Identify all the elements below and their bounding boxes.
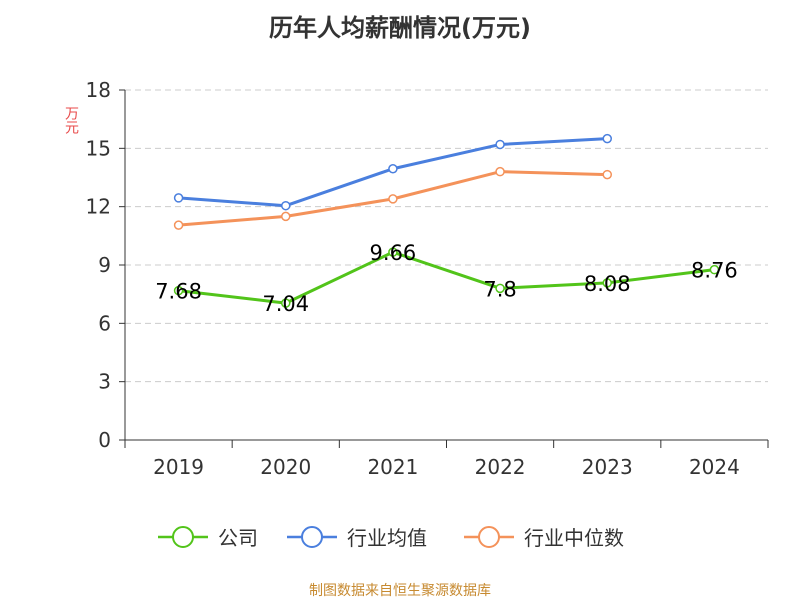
- data-point[interactable]: [281, 298, 291, 308]
- series-lines: [173, 133, 720, 308]
- data-label: 7.68: [155, 280, 202, 304]
- legend-swatch-marker: [172, 526, 194, 548]
- data-labels: 7.68 7.04 9.66 7.8 8.08 8.76: [155, 241, 738, 316]
- data-point[interactable]: [281, 200, 291, 211]
- x-tick-label: 2023: [582, 455, 633, 479]
- data-label: 8.08: [584, 272, 631, 296]
- y-tick-label: 0: [98, 428, 111, 452]
- x-tick-label: 2022: [475, 455, 526, 479]
- x-tick-label: 2021: [367, 455, 418, 479]
- legend-item-1[interactable]: 行业均值: [287, 526, 427, 550]
- data-point[interactable]: [173, 193, 184, 203]
- data-label: 9.66: [370, 241, 417, 265]
- legend[interactable]: 公司 行业均值 行业中位数: [158, 526, 624, 550]
- data-point[interactable]: [388, 194, 398, 204]
- data-point[interactable]: [388, 247, 398, 257]
- data-point[interactable]: [709, 264, 720, 275]
- grid-lines: [125, 89, 768, 383]
- source-note: 制图数据来自恒生聚源数据库: [309, 583, 491, 599]
- legend-label: 行业均值: [347, 526, 427, 550]
- data-point[interactable]: [602, 169, 612, 180]
- legend-swatch-marker: [478, 526, 500, 548]
- series-line-0: [178, 250, 715, 305]
- data-point[interactable]: [173, 285, 184, 296]
- data-label: 7.04: [262, 292, 309, 316]
- legend-swatch-marker: [301, 526, 323, 548]
- legend-label: 行业中位数: [524, 526, 624, 550]
- legend-item-0[interactable]: 公司: [158, 526, 258, 550]
- x-tick-label: 2020: [260, 455, 311, 479]
- data-point[interactable]: [495, 283, 505, 294]
- data-point[interactable]: [495, 139, 505, 150]
- legend-item-2[interactable]: 行业中位数: [464, 526, 624, 550]
- data-point[interactable]: [281, 211, 291, 222]
- data-point[interactable]: [602, 278, 612, 288]
- y-tick-label: 3: [98, 370, 111, 394]
- y-tick-label: 18: [86, 78, 111, 102]
- x-tick-label: 2019: [153, 455, 204, 479]
- y-axis-unit-label: 万元: [63, 106, 79, 134]
- data-point[interactable]: [602, 133, 612, 144]
- x-tick-label: 2024: [689, 455, 740, 479]
- data-point[interactable]: [388, 164, 398, 174]
- y-tick-label: 6: [98, 311, 111, 335]
- legend-label: 公司: [218, 526, 258, 550]
- data-point[interactable]: [495, 166, 505, 177]
- chart-title: 历年人均薪酬情况(万元): [269, 14, 531, 42]
- data-label: 7.8: [483, 277, 516, 301]
- axes: 0 3 6 9 12 15 18 2019 2020 2021 2022 2023 2024: [86, 78, 769, 479]
- y-tick-label: 12: [86, 195, 111, 219]
- y-tick-label: 9: [98, 253, 111, 277]
- y-tick-label: 15: [86, 136, 111, 160]
- data-point[interactable]: [173, 220, 184, 230]
- data-label: 8.76: [691, 259, 738, 283]
